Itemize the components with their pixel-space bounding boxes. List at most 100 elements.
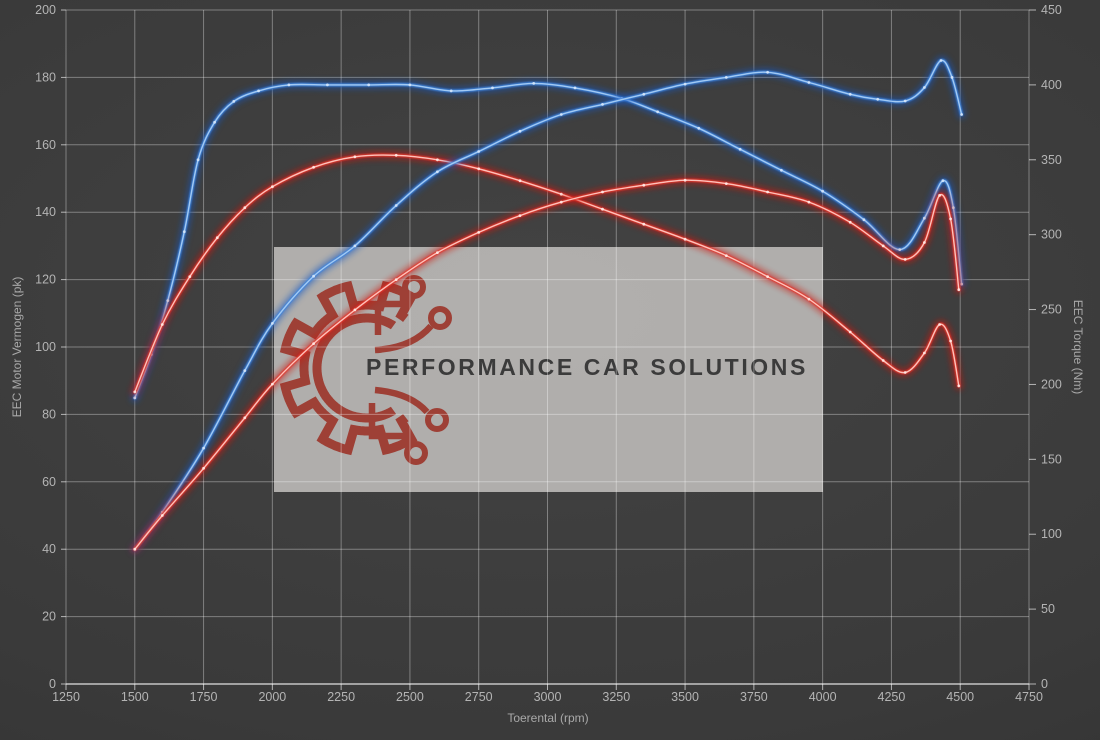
left-tick-label: 60 bbox=[42, 475, 56, 489]
data-point-marker bbox=[518, 214, 522, 218]
right-tick-label: 100 bbox=[1041, 527, 1062, 541]
curve-main bbox=[133, 58, 964, 551]
left-tick-label: 140 bbox=[35, 205, 56, 219]
tick-labels: 1250 1500 1750 2000 2250 2500 2750 3000 3250 3500… bbox=[35, 3, 1062, 704]
data-point-marker bbox=[642, 92, 646, 96]
data-point-marker bbox=[133, 547, 137, 551]
data-point-marker bbox=[807, 200, 811, 204]
data-point-marker bbox=[436, 251, 439, 255]
data-point-marker bbox=[477, 167, 481, 171]
data-point-marker bbox=[807, 81, 811, 84]
right-axis-title: EEC Torque (Nm) bbox=[1071, 299, 1085, 395]
x-axis-title: Toerental (rpm) bbox=[507, 711, 589, 725]
left-axis-title: EEC Motor Vermogen (pk) bbox=[10, 276, 24, 418]
curve-main bbox=[133, 153, 961, 394]
right-tick-label: 300 bbox=[1041, 228, 1062, 242]
x-tick-label: 4000 bbox=[809, 690, 837, 704]
data-point-marker bbox=[939, 59, 943, 62]
data-curves bbox=[130, 55, 967, 554]
data-point-marker bbox=[949, 217, 952, 221]
data-point-marker bbox=[923, 241, 926, 244]
data-point-marker bbox=[821, 189, 824, 193]
data-point-marker bbox=[960, 113, 963, 116]
x-tick-label: 1250 bbox=[52, 690, 80, 704]
grid-lines bbox=[65, 9, 1030, 685]
right-tick-label: 150 bbox=[1041, 452, 1062, 466]
data-point-marker bbox=[559, 192, 563, 196]
x-tick-label: 1750 bbox=[190, 690, 218, 704]
right-tick-label: 450 bbox=[1041, 3, 1062, 17]
data-point-marker bbox=[196, 158, 200, 162]
data-point-marker bbox=[215, 236, 219, 240]
data-point-marker bbox=[243, 206, 247, 210]
data-point-marker bbox=[848, 220, 852, 224]
data-point-marker bbox=[848, 330, 852, 334]
curve-glow bbox=[130, 175, 964, 554]
left-tick-label: 80 bbox=[42, 407, 56, 421]
right-tick-label: 0 bbox=[1041, 677, 1048, 691]
data-point-marker bbox=[683, 178, 687, 182]
data-point-marker bbox=[862, 218, 866, 222]
data-point-marker bbox=[182, 230, 186, 234]
data-point-marker bbox=[271, 185, 274, 189]
series-power-blue-tuned bbox=[130, 55, 967, 554]
right-tick-label: 350 bbox=[1041, 153, 1062, 167]
series-torque-blue-tuned bbox=[130, 78, 967, 403]
x-tick-label: 1500 bbox=[121, 690, 149, 704]
gear-inner-arc bbox=[312, 313, 397, 423]
data-point-marker bbox=[353, 155, 357, 159]
watermark-text: PERFORMANCE CAR SOLUTIONS bbox=[366, 354, 808, 380]
left-tick-label: 120 bbox=[35, 273, 56, 287]
data-point-marker bbox=[724, 182, 728, 186]
data-point-marker bbox=[133, 396, 137, 400]
x-tick-label: 4500 bbox=[946, 690, 974, 704]
data-point-marker bbox=[766, 190, 769, 194]
data-point-marker bbox=[271, 322, 274, 325]
data-point-marker bbox=[766, 70, 769, 74]
data-point-marker bbox=[202, 446, 206, 450]
data-point-marker bbox=[232, 100, 236, 103]
data-point-marker bbox=[923, 351, 926, 355]
curve-core bbox=[134, 59, 963, 550]
data-point-marker bbox=[243, 416, 247, 420]
data-point-marker bbox=[848, 92, 852, 96]
x-tick-label: 2500 bbox=[396, 690, 424, 704]
data-point-marker bbox=[898, 248, 902, 252]
left-tick-label: 200 bbox=[35, 3, 56, 17]
data-point-marker bbox=[941, 179, 945, 183]
data-point-marker bbox=[573, 86, 577, 90]
x-tick-label: 4750 bbox=[1015, 690, 1043, 704]
data-point-marker bbox=[642, 222, 646, 226]
data-point-marker bbox=[160, 514, 164, 517]
data-point-marker bbox=[160, 323, 164, 326]
data-point-marker bbox=[957, 288, 961, 292]
circuit-traces bbox=[368, 294, 434, 445]
data-point-marker bbox=[559, 113, 563, 116]
data-point-marker bbox=[133, 390, 137, 394]
data-point-marker bbox=[202, 466, 206, 470]
data-point-marker bbox=[532, 82, 536, 85]
data-point-marker bbox=[353, 244, 357, 248]
x-tick-label: 3000 bbox=[534, 690, 562, 704]
data-point-marker bbox=[477, 231, 481, 234]
data-point-marker bbox=[394, 278, 398, 281]
x-tick-label: 3500 bbox=[671, 690, 699, 704]
data-point-marker bbox=[876, 97, 880, 101]
data-point-marker bbox=[326, 83, 329, 87]
data-point-marker bbox=[436, 158, 439, 162]
curve-glow bbox=[130, 55, 967, 554]
data-point-marker bbox=[923, 216, 926, 220]
watermark: PERFORMANCE CAR SOLUTIONS bbox=[274, 247, 823, 492]
data-point-marker bbox=[683, 82, 687, 86]
data-point-marker bbox=[642, 183, 646, 187]
left-tick-label: 0 bbox=[49, 677, 56, 691]
data-point-marker bbox=[518, 179, 522, 183]
data-point-marker bbox=[257, 89, 260, 93]
data-point-marker bbox=[724, 76, 728, 79]
data-point-marker bbox=[601, 207, 604, 211]
right-tick-label: 400 bbox=[1041, 78, 1062, 92]
data-point-marker bbox=[683, 237, 687, 241]
data-point-marker bbox=[394, 204, 398, 207]
